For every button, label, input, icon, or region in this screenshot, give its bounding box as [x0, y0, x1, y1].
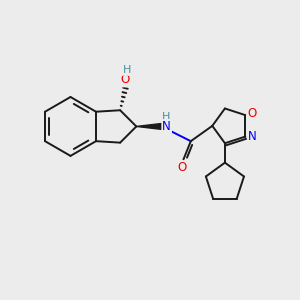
Text: N: N	[248, 130, 257, 143]
Text: H: H	[123, 65, 131, 75]
Text: O: O	[177, 161, 187, 174]
Text: O: O	[121, 74, 130, 86]
Text: H: H	[162, 112, 170, 122]
Text: N: N	[162, 120, 171, 133]
Text: O: O	[247, 107, 256, 120]
Polygon shape	[136, 124, 161, 129]
